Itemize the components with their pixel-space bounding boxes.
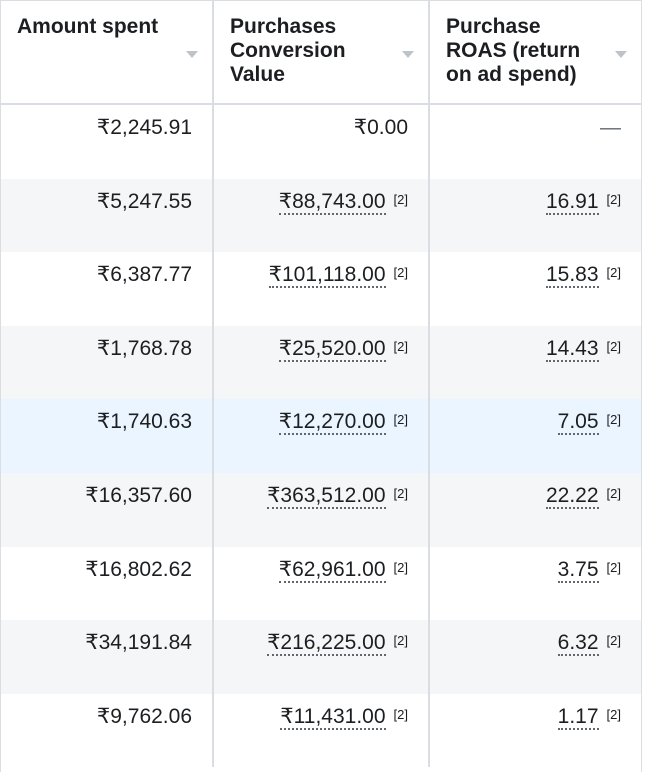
cell-roas: 1.17 [2] [430,694,641,768]
cell-roas: 3.75 [2] [430,547,641,621]
amount-spent-value: ₹1,740.63 [96,410,192,434]
cell-amount-spent: ₹6,387.77 [1,252,214,326]
amount-spent-value: ₹2,245.91 [96,116,192,139]
footnote-marker[interactable]: [2] [393,559,408,575]
cell-conversion-value: ₹62,961.00 [2] [214,546,430,621]
footnote-marker[interactable]: [2] [393,191,408,207]
amount-spent-value: ₹16,357.60 [85,483,192,507]
footnote-marker[interactable]: [2] [606,559,621,575]
table-row[interactable]: ₹1,768.78 ₹25,520.00 [2] 14.43 [2] [1,325,641,400]
table-header: Amount spent Purchases Conversion Value … [1,1,641,105]
cell-amount-spent: ₹9,762.06 [1,693,214,768]
table-row[interactable]: ₹2,245.91 ₹0.00 — [1,105,641,179]
table-row[interactable]: ₹6,387.77 ₹101,118.00 [2] 15.83 [2] [1,252,641,326]
cell-conversion-value: ₹88,743.00 [2] [214,178,430,253]
roas-value[interactable]: 16.91 [545,189,599,215]
footnote-marker[interactable]: [2] [606,412,621,428]
column-header-label: Amount spent [17,15,159,38]
conversion-value[interactable]: ₹25,520.00 [278,336,386,362]
cell-amount-spent: ₹34,191.84 [1,620,214,694]
sort-caret-icon[interactable] [615,51,627,58]
conversion-value[interactable]: ₹101,118.00 [268,263,386,289]
footnote-marker[interactable]: [2] [606,706,621,722]
cell-conversion-value: ₹216,225.00 [2] [214,620,430,694]
cell-roas: 16.91 [2] [430,179,641,253]
cell-roas: 15.83 [2] [430,252,641,326]
cell-roas: 6.32 [2] [430,620,641,694]
roas-value[interactable]: 15.83 [545,263,599,289]
cell-amount-spent: ₹16,802.62 [1,546,214,621]
column-header-purchase-roas[interactable]: Purchase ROAS (return on ad spend) [430,1,641,103]
column-header-amount-spent[interactable]: Amount spent [1,1,214,103]
footnote-marker[interactable]: [2] [393,412,408,428]
cell-amount-spent: ₹16,357.60 [1,472,214,547]
cell-roas: 22.22 [2] [430,473,641,547]
cell-amount-spent: ₹2,245.91 [1,105,214,179]
table-body: ₹2,245.91 ₹0.00— ₹5,247.55 ₹88,743.00 [2] 16.… [1,105,641,768]
conversion-value[interactable]: ₹12,270.00 [278,410,386,436]
cell-amount-spent: ₹1,740.63 [1,399,214,473]
conversion-value: ₹0.00 [353,116,408,139]
footnote-marker[interactable]: [2] [393,633,408,649]
footnote-marker[interactable]: [2] [393,485,408,501]
cell-roas: 14.43 [2] [430,326,641,400]
footnote-marker[interactable]: [2] [606,485,621,501]
amount-spent-value: ₹9,762.06 [96,704,192,728]
column-header-label: Purchase ROAS (return on ad spend) [446,15,581,86]
roas-value[interactable]: 3.75 [557,557,599,583]
column-header-label: Purchases Conversion Value [230,15,346,86]
cell-conversion-value: ₹25,520.00 [2] [214,325,430,400]
amount-spent-value: ₹6,387.77 [96,263,192,287]
cell-conversion-value: ₹363,512.00 [2] [214,472,430,547]
roas-value: — [600,116,621,139]
footnote-marker[interactable]: [2] [606,338,621,354]
sort-caret-icon[interactable] [402,51,414,58]
roas-value[interactable]: 7.05 [557,410,599,436]
table-row[interactable]: ₹16,802.62 ₹62,961.00 [2] 3.75 [2] [1,546,641,621]
cell-conversion-value: ₹101,118.00 [2] [214,252,430,326]
conversion-value[interactable]: ₹88,743.00 [278,189,386,215]
conversion-value[interactable]: ₹216,225.00 [267,631,386,657]
amount-spent-value: ₹34,191.84 [85,631,192,655]
table-row[interactable]: ₹16,357.60 ₹363,512.00 [2] 22.22 [2] [1,472,641,547]
cell-conversion-value: ₹11,431.00 [2] [214,693,430,768]
conversion-value[interactable]: ₹11,431.00 [280,704,386,730]
cell-roas: — [430,105,641,179]
footnote-marker[interactable]: [2] [606,633,621,649]
table-row[interactable]: ₹5,247.55 ₹88,743.00 [2] 16.91 [2] [1,178,641,253]
footnote-marker[interactable]: [2] [606,265,621,281]
cell-amount-spent: ₹5,247.55 [1,178,214,253]
amount-spent-value: ₹1,768.78 [96,336,192,360]
roas-value[interactable]: 14.43 [545,336,599,362]
cell-conversion-value: ₹0.00 [214,105,430,179]
conversion-value[interactable]: ₹62,961.00 [278,557,386,583]
table-row[interactable]: ₹1,740.63 ₹12,270.00 [2] 7.05 [2] [1,399,641,473]
sort-caret-icon[interactable] [186,51,198,58]
table-row[interactable]: ₹9,762.06 ₹11,431.00 [2] 1.17 [2] [1,693,641,768]
roas-value[interactable]: 22.22 [545,483,599,509]
conversion-value[interactable]: ₹363,512.00 [267,483,386,509]
amount-spent-value: ₹16,802.62 [85,557,192,581]
roas-value[interactable]: 1.17 [557,704,599,730]
footnote-marker[interactable]: [2] [393,706,408,722]
amount-spent-value: ₹5,247.55 [96,189,192,213]
footnote-marker[interactable]: [2] [393,265,408,281]
footnote-marker[interactable]: [2] [393,338,408,354]
column-header-purchases-conversion-value[interactable]: Purchases Conversion Value [214,1,430,103]
cell-roas: 7.05 [2] [430,399,641,473]
cell-conversion-value: ₹12,270.00 [2] [214,399,430,473]
roas-value[interactable]: 6.32 [557,631,599,657]
footnote-marker[interactable]: [2] [606,191,621,207]
table-row[interactable]: ₹34,191.84 ₹216,225.00 [2] 6.32 [2] [1,620,641,694]
cell-amount-spent: ₹1,768.78 [1,325,214,400]
